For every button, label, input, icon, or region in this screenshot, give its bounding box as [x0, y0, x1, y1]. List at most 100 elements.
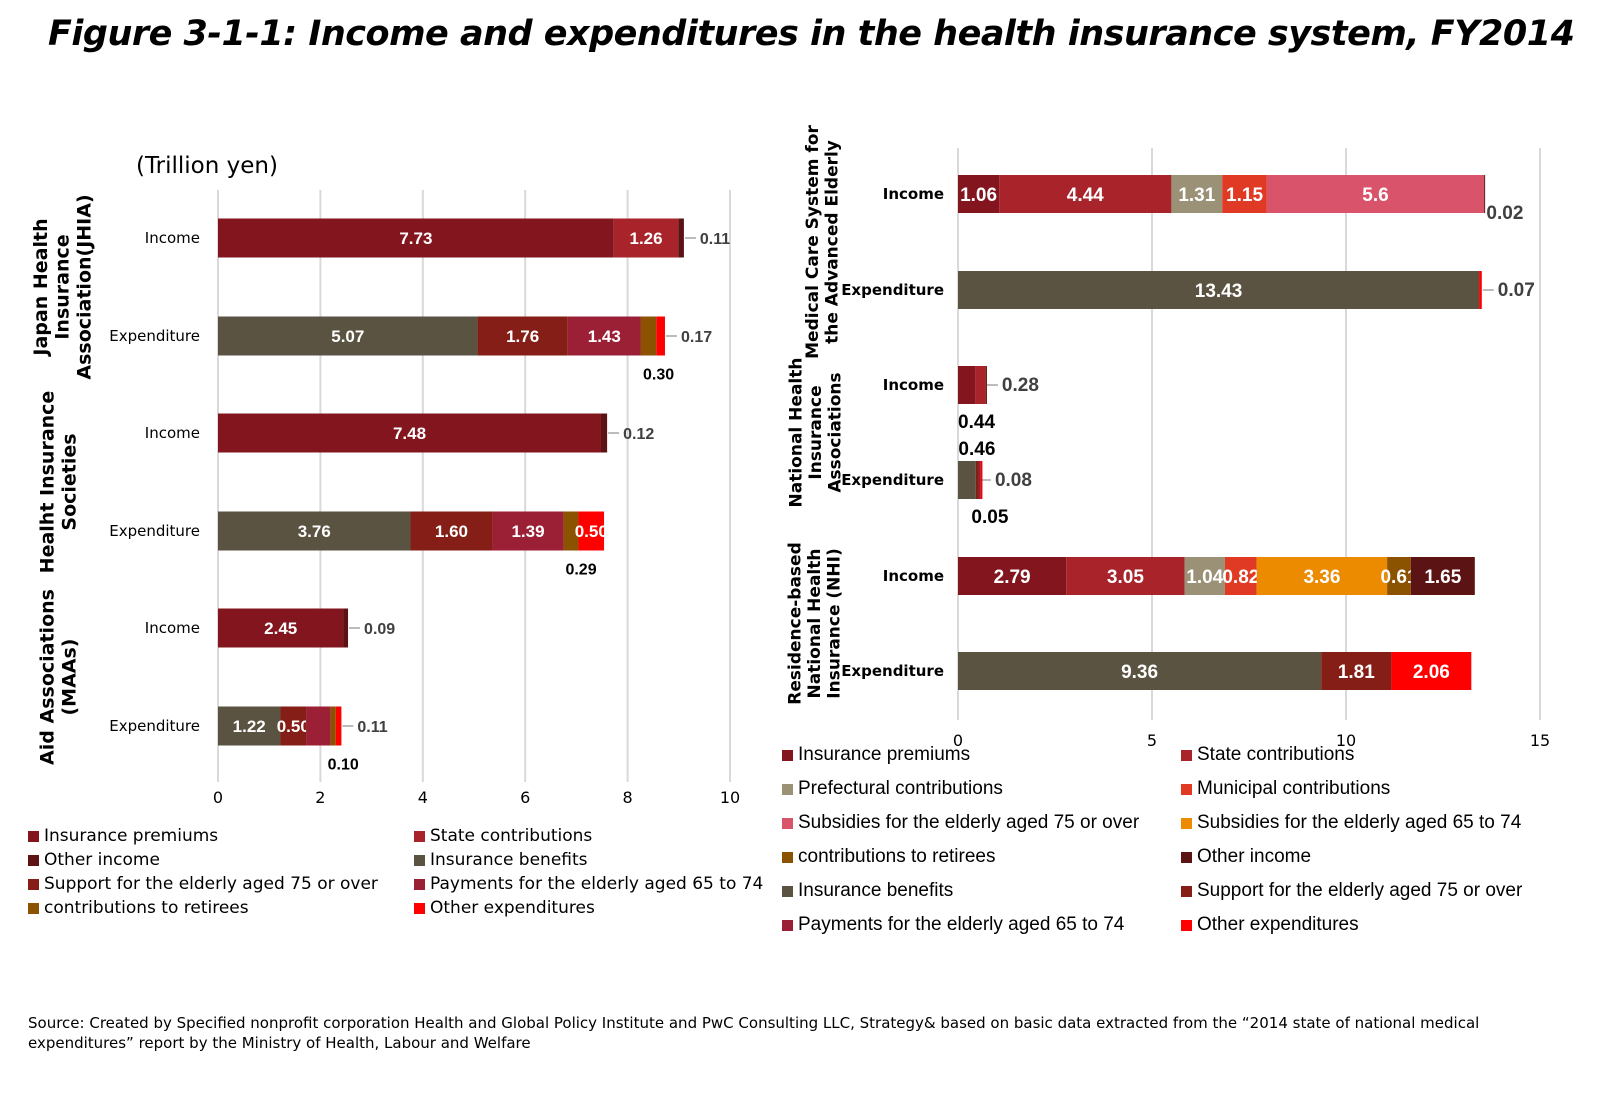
bar-segment: [218, 316, 478, 356]
data-label: 1.81: [1338, 662, 1375, 683]
legend-item: Municipal contributions: [1181, 778, 1561, 800]
source-note: Source: Created by Specified nonprofit c…: [28, 1014, 1480, 1052]
bar-segment: [1066, 557, 1185, 595]
x-tick-label: 4: [418, 788, 428, 807]
legend-item: Prefectural contributions: [782, 778, 1181, 800]
legend-label: Subsidies for the elderly aged 65 to 74: [1197, 812, 1522, 833]
bar-segment: [1171, 175, 1223, 213]
legend-label: Support for the elderly aged 75 or over: [1197, 880, 1523, 901]
data-label: 3.36: [1303, 567, 1340, 588]
x-tick-label: 8: [623, 788, 633, 807]
data-label: 2.45: [264, 619, 297, 638]
row-label: Income: [883, 567, 944, 585]
legend-label: Other expenditures: [430, 898, 595, 918]
data-label: 0.50: [575, 522, 608, 541]
bar-segment: [980, 461, 983, 499]
row-label: Income: [145, 424, 200, 442]
legend-swatch: [1181, 919, 1192, 931]
bar-segment: [563, 511, 579, 551]
legend-label: contributions to retirees: [798, 846, 996, 867]
data-label: 1.43: [588, 327, 621, 346]
legend-swatch: [1181, 885, 1192, 897]
bar-segment: [1224, 557, 1257, 595]
legend-swatch: [414, 854, 425, 866]
bar-segment: [218, 218, 614, 258]
legend-label: Payments for the elderly aged 65 to 74: [798, 914, 1125, 935]
legend-item: Insurance premiums: [28, 826, 414, 846]
bar-segment: [1387, 557, 1411, 595]
legend-item: Support for the elderly aged 75 or over: [28, 874, 414, 894]
row-label: Income: [145, 619, 200, 637]
legend-item: Subsidies for the elderly aged 75 or ove…: [782, 812, 1181, 834]
x-tick-label: 10: [1336, 731, 1356, 750]
data-label: 0.07: [1498, 280, 1535, 301]
bar-segment: [1266, 175, 1485, 213]
legend-swatch: [782, 885, 793, 897]
data-label: 1.76: [506, 327, 539, 346]
data-label: 0.11: [357, 719, 387, 736]
data-label: 0.61: [1380, 567, 1417, 588]
legend-item: Support for the elderly aged 75 or over: [1181, 880, 1561, 902]
legend-swatch: [28, 854, 39, 866]
legend-label: Insurance premiums: [798, 744, 971, 765]
bar-segment: [306, 706, 331, 746]
legend-item: State contributions: [414, 826, 774, 846]
legend-item: Payments for the elderly aged 65 to 74: [414, 874, 774, 894]
group-label: Residence-basedNational HealthInsurance …: [785, 542, 844, 705]
bar-segment: [578, 511, 605, 551]
bar-segment: [410, 511, 493, 551]
bar-segment: [280, 706, 307, 746]
x-tick-label: 5: [1147, 731, 1157, 750]
legend-label: Insurance benefits: [798, 880, 954, 901]
legend-item: Other income: [1181, 846, 1561, 868]
legend-swatch: [28, 902, 39, 914]
data-label: 1.39: [511, 522, 544, 541]
legend-swatch: [1181, 851, 1192, 863]
data-label: 2.79: [994, 567, 1031, 588]
data-label: 1.15: [1226, 185, 1263, 206]
legend-swatch: [28, 830, 39, 842]
group-label: Aid Associations(MAAs): [37, 589, 81, 765]
row-label: Income: [883, 185, 944, 203]
bar-segment: [1391, 652, 1472, 690]
bar-segment: [640, 316, 657, 356]
data-label: 2.06: [1413, 662, 1450, 683]
legend-label: State contributions: [1197, 744, 1355, 765]
bar-segment: [985, 366, 987, 404]
data-label: 5.07: [331, 327, 364, 346]
bar-segment: [1479, 271, 1482, 309]
bar-segment: [958, 271, 1480, 309]
data-label: 4.44: [1067, 185, 1104, 206]
data-label: 1.04: [1186, 567, 1223, 588]
legend-swatch: [1181, 817, 1192, 829]
bar-segment: [218, 706, 281, 746]
legend-label: Other expenditures: [1197, 914, 1359, 935]
data-label: 0.30: [643, 367, 674, 384]
data-label: 7.48: [393, 424, 426, 443]
data-label: 0.28: [1002, 375, 1039, 396]
data-label: 0.50: [277, 717, 310, 736]
data-label: 0.05: [971, 507, 1008, 528]
legend-swatch: [414, 830, 425, 842]
bar-segment: [477, 316, 568, 356]
data-label: 0.82: [1222, 567, 1259, 588]
legend-item: Other expenditures: [414, 898, 774, 918]
x-tick-label: 0: [953, 731, 963, 750]
group-label: Medical Care System forthe Advanced Elde…: [803, 125, 843, 359]
bar-segment: [1410, 557, 1475, 595]
unit-label: (Trillion yen): [136, 153, 278, 179]
bar-segment: [958, 652, 1322, 690]
data-label: 7.73: [399, 229, 432, 248]
data-label: 3.05: [1107, 567, 1144, 588]
bar-segment: [218, 413, 601, 453]
legend-label: Payments for the elderly aged 65 to 74: [430, 874, 764, 894]
legend-label: Insurance benefits: [430, 850, 588, 870]
bar-segment: [1222, 175, 1267, 213]
legend-swatch: [28, 878, 39, 890]
data-label: 0.46: [958, 439, 995, 460]
data-label: 1.31: [1178, 185, 1215, 206]
legend-label: Other income: [1197, 846, 1312, 867]
figure-title: Figure 3-1-1: Income and expenditures in…: [48, 14, 1575, 54]
data-label: 0.09: [364, 621, 395, 638]
